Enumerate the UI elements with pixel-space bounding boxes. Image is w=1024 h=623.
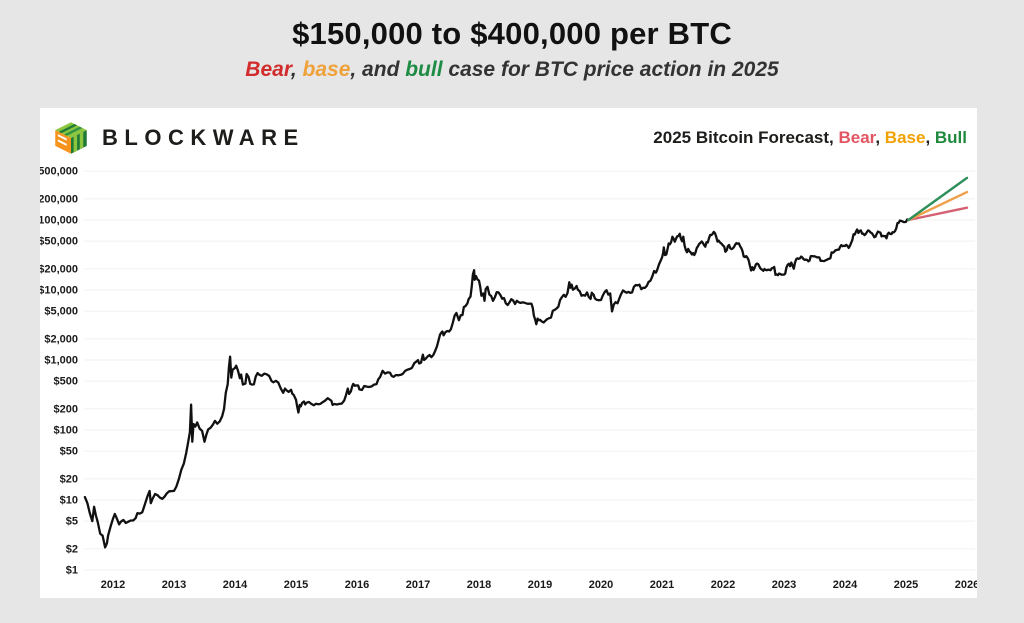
btc-price-chart: $500,000 $200,000 $100,000 $50,000 $20,000 $1… [40,166,977,591]
y-tick-label: $5,000 [44,306,78,318]
y-tick-label: $500 [54,376,78,388]
text-part: 2025 Bitcoin Forecast, [653,128,839,147]
text-part: Bear [838,128,876,147]
x-tick-label: 2021 [650,579,674,591]
text-part: Base [884,128,926,147]
y-axis-labels: $500,000 $200,000 $100,000 $50,000 $20,000 $1… [40,166,78,577]
x-tick-label: 2017 [406,579,430,591]
x-axis-labels: 2012 2013 2014 2015 2016 2017 2018 2019 2020 2021… [101,579,977,591]
chart-gridlines [84,170,975,571]
x-tick-label: 2019 [528,579,552,591]
x-tick-label: 2012 [101,579,125,591]
text-part: case for BTC price action in 2025 [442,58,779,81]
x-tick-label: 2024 [833,579,858,591]
series-bull-case [907,176,969,222]
y-tick-label: $50 [60,446,78,458]
text-part: Bear [245,58,291,81]
text-part: , and [350,58,406,81]
series-btc-price-history [83,218,910,549]
y-tick-label: $2 [66,544,78,556]
page-title: $150,000 to $400,000 per BTC [292,16,732,51]
x-tick-label: 2014 [223,579,248,591]
y-tick-label: $1,000 [44,355,78,367]
page-subtitle: Bear, base, and bull case for BTC price … [0,58,1024,82]
y-tick-label: $2,000 [44,334,78,346]
panel-header: BLOCKWARE 2025 Bitcoin Forecast, Bear, B… [40,108,977,162]
blockware-logo-icon [55,122,87,154]
y-tick-label: $5 [66,516,78,528]
y-tick-label: $10,000 [40,285,78,297]
x-tick-label: 2013 [162,579,186,591]
text-part: base [302,58,351,81]
x-tick-label: 2015 [284,579,308,591]
y-tick-label: $100,000 [40,215,78,227]
y-tick-label: $10 [60,495,78,507]
x-tick-label: 2026 [955,579,977,591]
text-part: , [875,128,885,147]
y-tick-label: $20,000 [40,264,78,276]
text-part: Bull [934,128,967,147]
y-tick-label: $100 [54,425,78,437]
text-part: , [290,58,303,81]
y-tick-label: $200 [54,404,78,416]
forecast-title: 2025 Bitcoin Forecast, Bear, Base, Bull [653,128,967,148]
text-part: bull [405,58,443,81]
x-tick-label: 2020 [589,579,613,591]
x-tick-label: 2022 [711,579,735,591]
brand-name: BLOCKWARE [102,125,305,150]
title-block: $150,000 to $400,000 per BTC Bear, base,… [0,16,1024,82]
y-tick-label: $20 [60,474,78,486]
y-tick-label: $50,000 [40,236,78,248]
text-part: , [925,128,935,147]
x-tick-label: 2016 [345,579,369,591]
y-tick-label: $1 [66,565,78,577]
series-bear-case [907,206,969,222]
x-tick-label: 2023 [772,579,796,591]
y-tick-label: $200,000 [40,194,78,206]
series-base-case [907,190,969,222]
brand: BLOCKWARE [50,117,305,159]
x-tick-label: 2018 [467,579,491,591]
chart-panel: BLOCKWARE 2025 Bitcoin Forecast, Bear, B… [40,108,977,598]
y-tick-label: $500,000 [40,166,78,178]
x-tick-label: 2025 [894,579,918,591]
